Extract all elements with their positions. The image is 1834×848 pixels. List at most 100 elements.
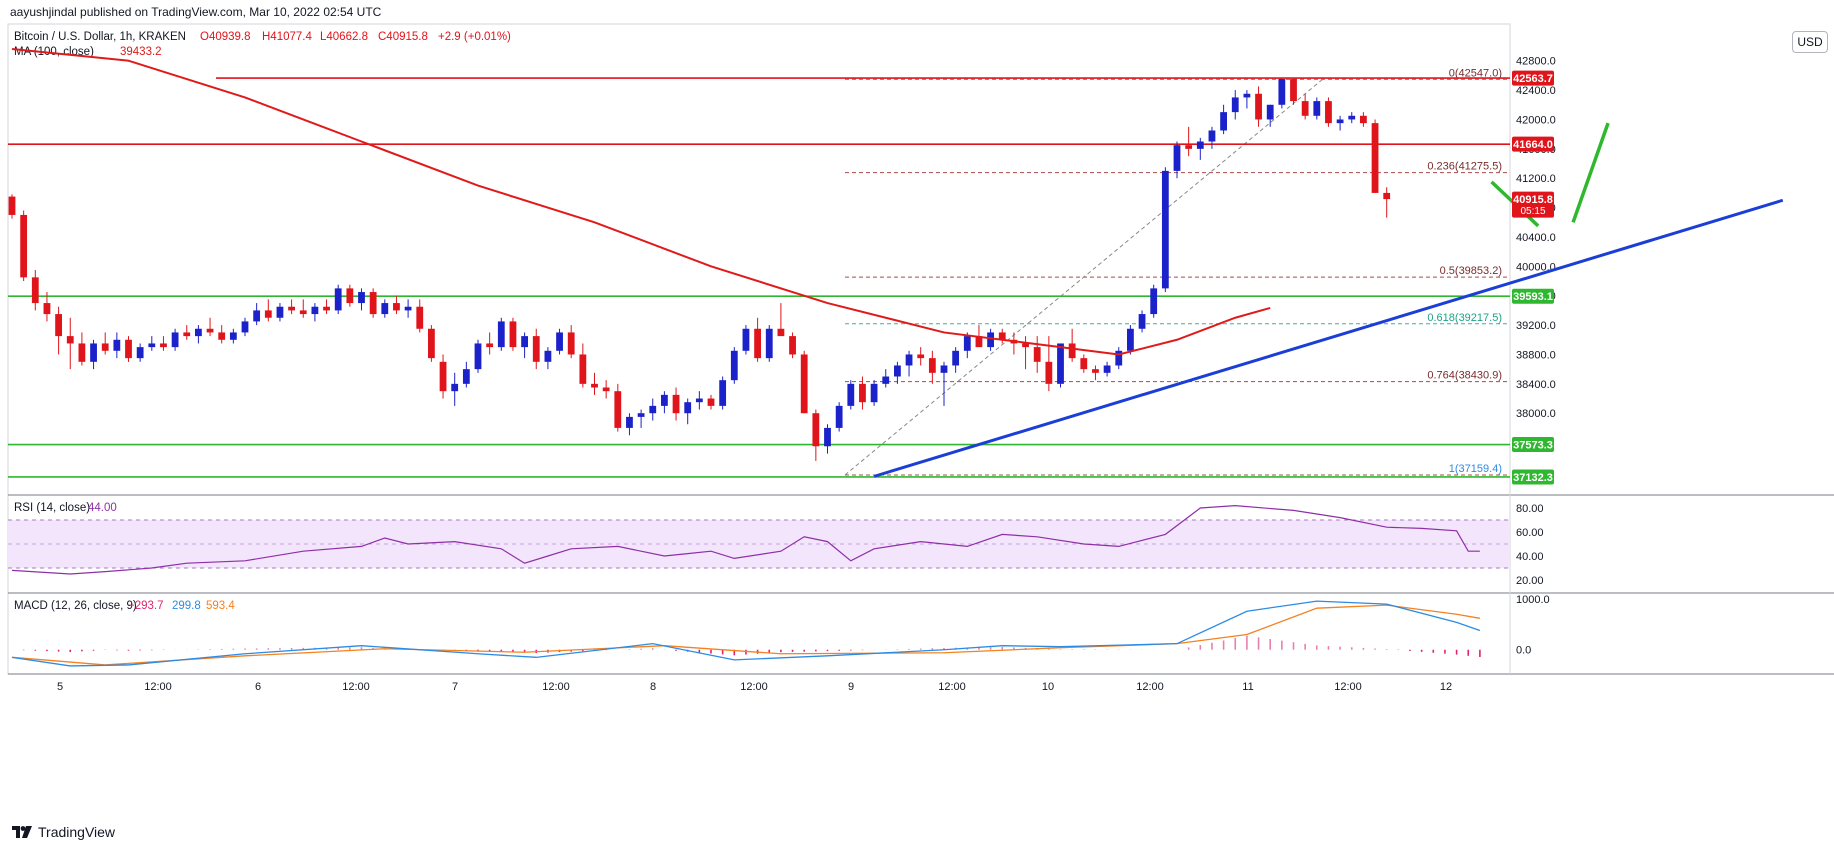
candle-body bbox=[1080, 358, 1088, 370]
support-price-tag-bg bbox=[1512, 437, 1554, 453]
candle-body bbox=[602, 387, 610, 392]
projection-arrow bbox=[1571, 122, 1610, 223]
candle-body bbox=[637, 413, 645, 417]
candle-body bbox=[987, 332, 994, 348]
time-tick-label: 12:00 bbox=[1334, 681, 1362, 693]
candle-body bbox=[894, 365, 901, 377]
candle-body bbox=[1103, 365, 1111, 373]
price-tick-label: 40000.0 bbox=[1516, 261, 1556, 273]
candle-body bbox=[626, 416, 633, 428]
support-price-tag-bg bbox=[1512, 469, 1554, 485]
candle-body bbox=[183, 332, 191, 337]
ma-indicator-value: 39433.2 bbox=[120, 46, 162, 58]
candle-body bbox=[136, 347, 144, 359]
candle-body bbox=[579, 354, 587, 384]
symbol-title: Bitcoin / U.S. Dollar, 1h, KRAKEN bbox=[14, 31, 186, 43]
candle-body bbox=[591, 383, 598, 388]
candle-body bbox=[1208, 130, 1216, 142]
candle-body bbox=[824, 427, 831, 447]
resistance-price-tag: 41664.0 bbox=[1513, 139, 1553, 151]
rsi-tick-label: 40.00 bbox=[1516, 551, 1544, 563]
support-price-tag: 37573.3 bbox=[1513, 440, 1553, 452]
resistance-price-tag-bg bbox=[1512, 70, 1554, 86]
macd-value: −293.7 bbox=[128, 600, 164, 612]
candle-body bbox=[101, 343, 109, 351]
candle-body bbox=[20, 214, 28, 278]
candle-body bbox=[1196, 141, 1204, 149]
macd-line bbox=[11, 600, 1481, 667]
time-tick-label: 10 bbox=[1042, 681, 1054, 693]
candle-body bbox=[1173, 145, 1181, 171]
candle-body bbox=[148, 343, 156, 348]
fib-level-label: 0.764(38430.9) bbox=[1427, 370, 1502, 382]
candle-body bbox=[486, 343, 494, 348]
candle-body bbox=[451, 383, 459, 392]
macd-tick-label: 0.0 bbox=[1516, 645, 1531, 657]
candle-body bbox=[1231, 97, 1239, 113]
candle-body bbox=[323, 306, 330, 311]
price-tick-label: 40400.0 bbox=[1516, 232, 1556, 244]
candle-body bbox=[707, 398, 715, 406]
ohlc-change: +2.9 (+0.01%) bbox=[438, 31, 511, 43]
price-tick-label: 42400.0 bbox=[1516, 85, 1556, 97]
time-tick-label: 11 bbox=[1242, 681, 1253, 693]
candle-body bbox=[812, 413, 820, 447]
ohlc-low: L40662.8 bbox=[320, 31, 368, 43]
time-tick-label: 7 bbox=[452, 681, 458, 693]
candle-body bbox=[1325, 101, 1332, 124]
macd-signal-value: 299.8 bbox=[172, 600, 201, 612]
candle-body bbox=[789, 336, 796, 355]
last-price-tag-bg bbox=[1512, 191, 1554, 218]
candle-body bbox=[288, 306, 295, 311]
candle-body bbox=[800, 354, 808, 414]
support-price-tag: 37132.3 bbox=[1513, 472, 1553, 484]
candle-body bbox=[241, 321, 249, 333]
candle-body bbox=[229, 332, 237, 340]
candle-body bbox=[1290, 79, 1297, 102]
candle-body bbox=[1243, 93, 1251, 98]
candle-body bbox=[428, 328, 435, 359]
candle-body bbox=[975, 336, 983, 348]
candle-body bbox=[1301, 101, 1309, 116]
candle-body bbox=[544, 350, 552, 362]
candle-body bbox=[847, 383, 855, 406]
candle-body bbox=[497, 321, 505, 348]
candle-body bbox=[1360, 115, 1367, 124]
fib-diagonal bbox=[844, 78, 1323, 476]
rsi-title: RSI (14, close) bbox=[14, 502, 90, 514]
candle-body bbox=[1092, 369, 1099, 373]
candle-body bbox=[334, 288, 342, 311]
candle-body bbox=[358, 292, 365, 304]
candle-body bbox=[521, 336, 528, 348]
candle-body bbox=[952, 350, 960, 366]
candle-body bbox=[1138, 314, 1146, 329]
candle-body bbox=[1383, 192, 1391, 200]
candle-body bbox=[905, 354, 913, 366]
currency-badge[interactable]: USD bbox=[1792, 31, 1828, 53]
candle-body bbox=[998, 332, 1006, 340]
time-tick-label: 12:00 bbox=[938, 681, 966, 693]
resistance-price-tag-bg bbox=[1512, 136, 1554, 152]
time-tick-label: 12:00 bbox=[1136, 681, 1164, 693]
time-tick-label: 8 bbox=[650, 681, 656, 693]
rsi-tick-label: 60.00 bbox=[1516, 527, 1544, 539]
candle-body bbox=[43, 303, 51, 315]
price-tick-label: 42000.0 bbox=[1516, 114, 1556, 126]
candle-body bbox=[171, 332, 179, 348]
time-tick-label: 12 bbox=[1440, 681, 1452, 693]
candle-body bbox=[462, 369, 470, 384]
candle-body bbox=[8, 196, 16, 215]
candle-body bbox=[113, 339, 121, 351]
price-tick-label: 38400.0 bbox=[1516, 379, 1556, 391]
price-tick-label: 42800.0 bbox=[1516, 56, 1556, 68]
candle-body bbox=[684, 402, 692, 414]
time-tick-label: 9 bbox=[848, 681, 854, 693]
candle-body bbox=[882, 376, 890, 384]
candle-body bbox=[765, 328, 773, 359]
candle-body bbox=[1045, 361, 1053, 384]
candle-body bbox=[1371, 123, 1379, 193]
price-tick-label: 38800.0 bbox=[1516, 349, 1556, 361]
candle-body bbox=[416, 306, 424, 329]
candle-body bbox=[870, 383, 878, 403]
